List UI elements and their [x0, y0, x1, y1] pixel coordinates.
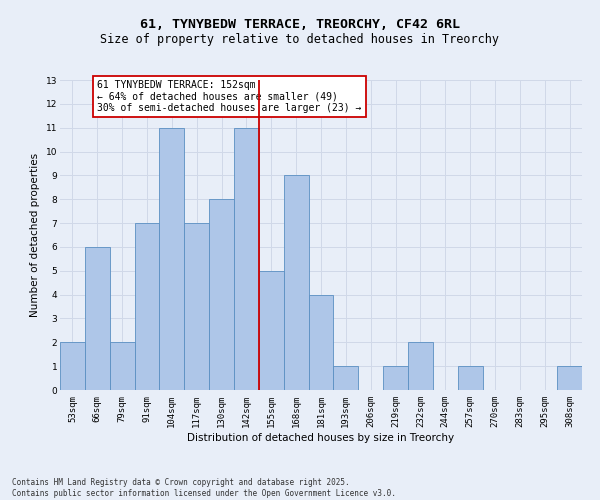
- Bar: [308, 294, 334, 390]
- Bar: [234, 128, 259, 390]
- Bar: [60, 342, 85, 390]
- Bar: [334, 366, 358, 390]
- Text: 61 TYNYBEDW TERRACE: 152sqm
← 64% of detached houses are smaller (49)
30% of sem: 61 TYNYBEDW TERRACE: 152sqm ← 64% of det…: [97, 80, 362, 113]
- Text: 61, TYNYBEDW TERRACE, TREORCHY, CF42 6RL: 61, TYNYBEDW TERRACE, TREORCHY, CF42 6RL: [140, 18, 460, 30]
- Text: Size of property relative to detached houses in Treorchy: Size of property relative to detached ho…: [101, 32, 499, 46]
- Y-axis label: Number of detached properties: Number of detached properties: [30, 153, 40, 317]
- Bar: [383, 366, 408, 390]
- Bar: [458, 366, 482, 390]
- Bar: [110, 342, 134, 390]
- Bar: [259, 271, 284, 390]
- X-axis label: Distribution of detached houses by size in Treorchy: Distribution of detached houses by size …: [187, 432, 455, 442]
- Bar: [209, 199, 234, 390]
- Bar: [160, 128, 184, 390]
- Text: Contains HM Land Registry data © Crown copyright and database right 2025.
Contai: Contains HM Land Registry data © Crown c…: [12, 478, 396, 498]
- Bar: [134, 223, 160, 390]
- Bar: [85, 247, 110, 390]
- Bar: [184, 223, 209, 390]
- Bar: [557, 366, 582, 390]
- Bar: [284, 176, 308, 390]
- Bar: [408, 342, 433, 390]
